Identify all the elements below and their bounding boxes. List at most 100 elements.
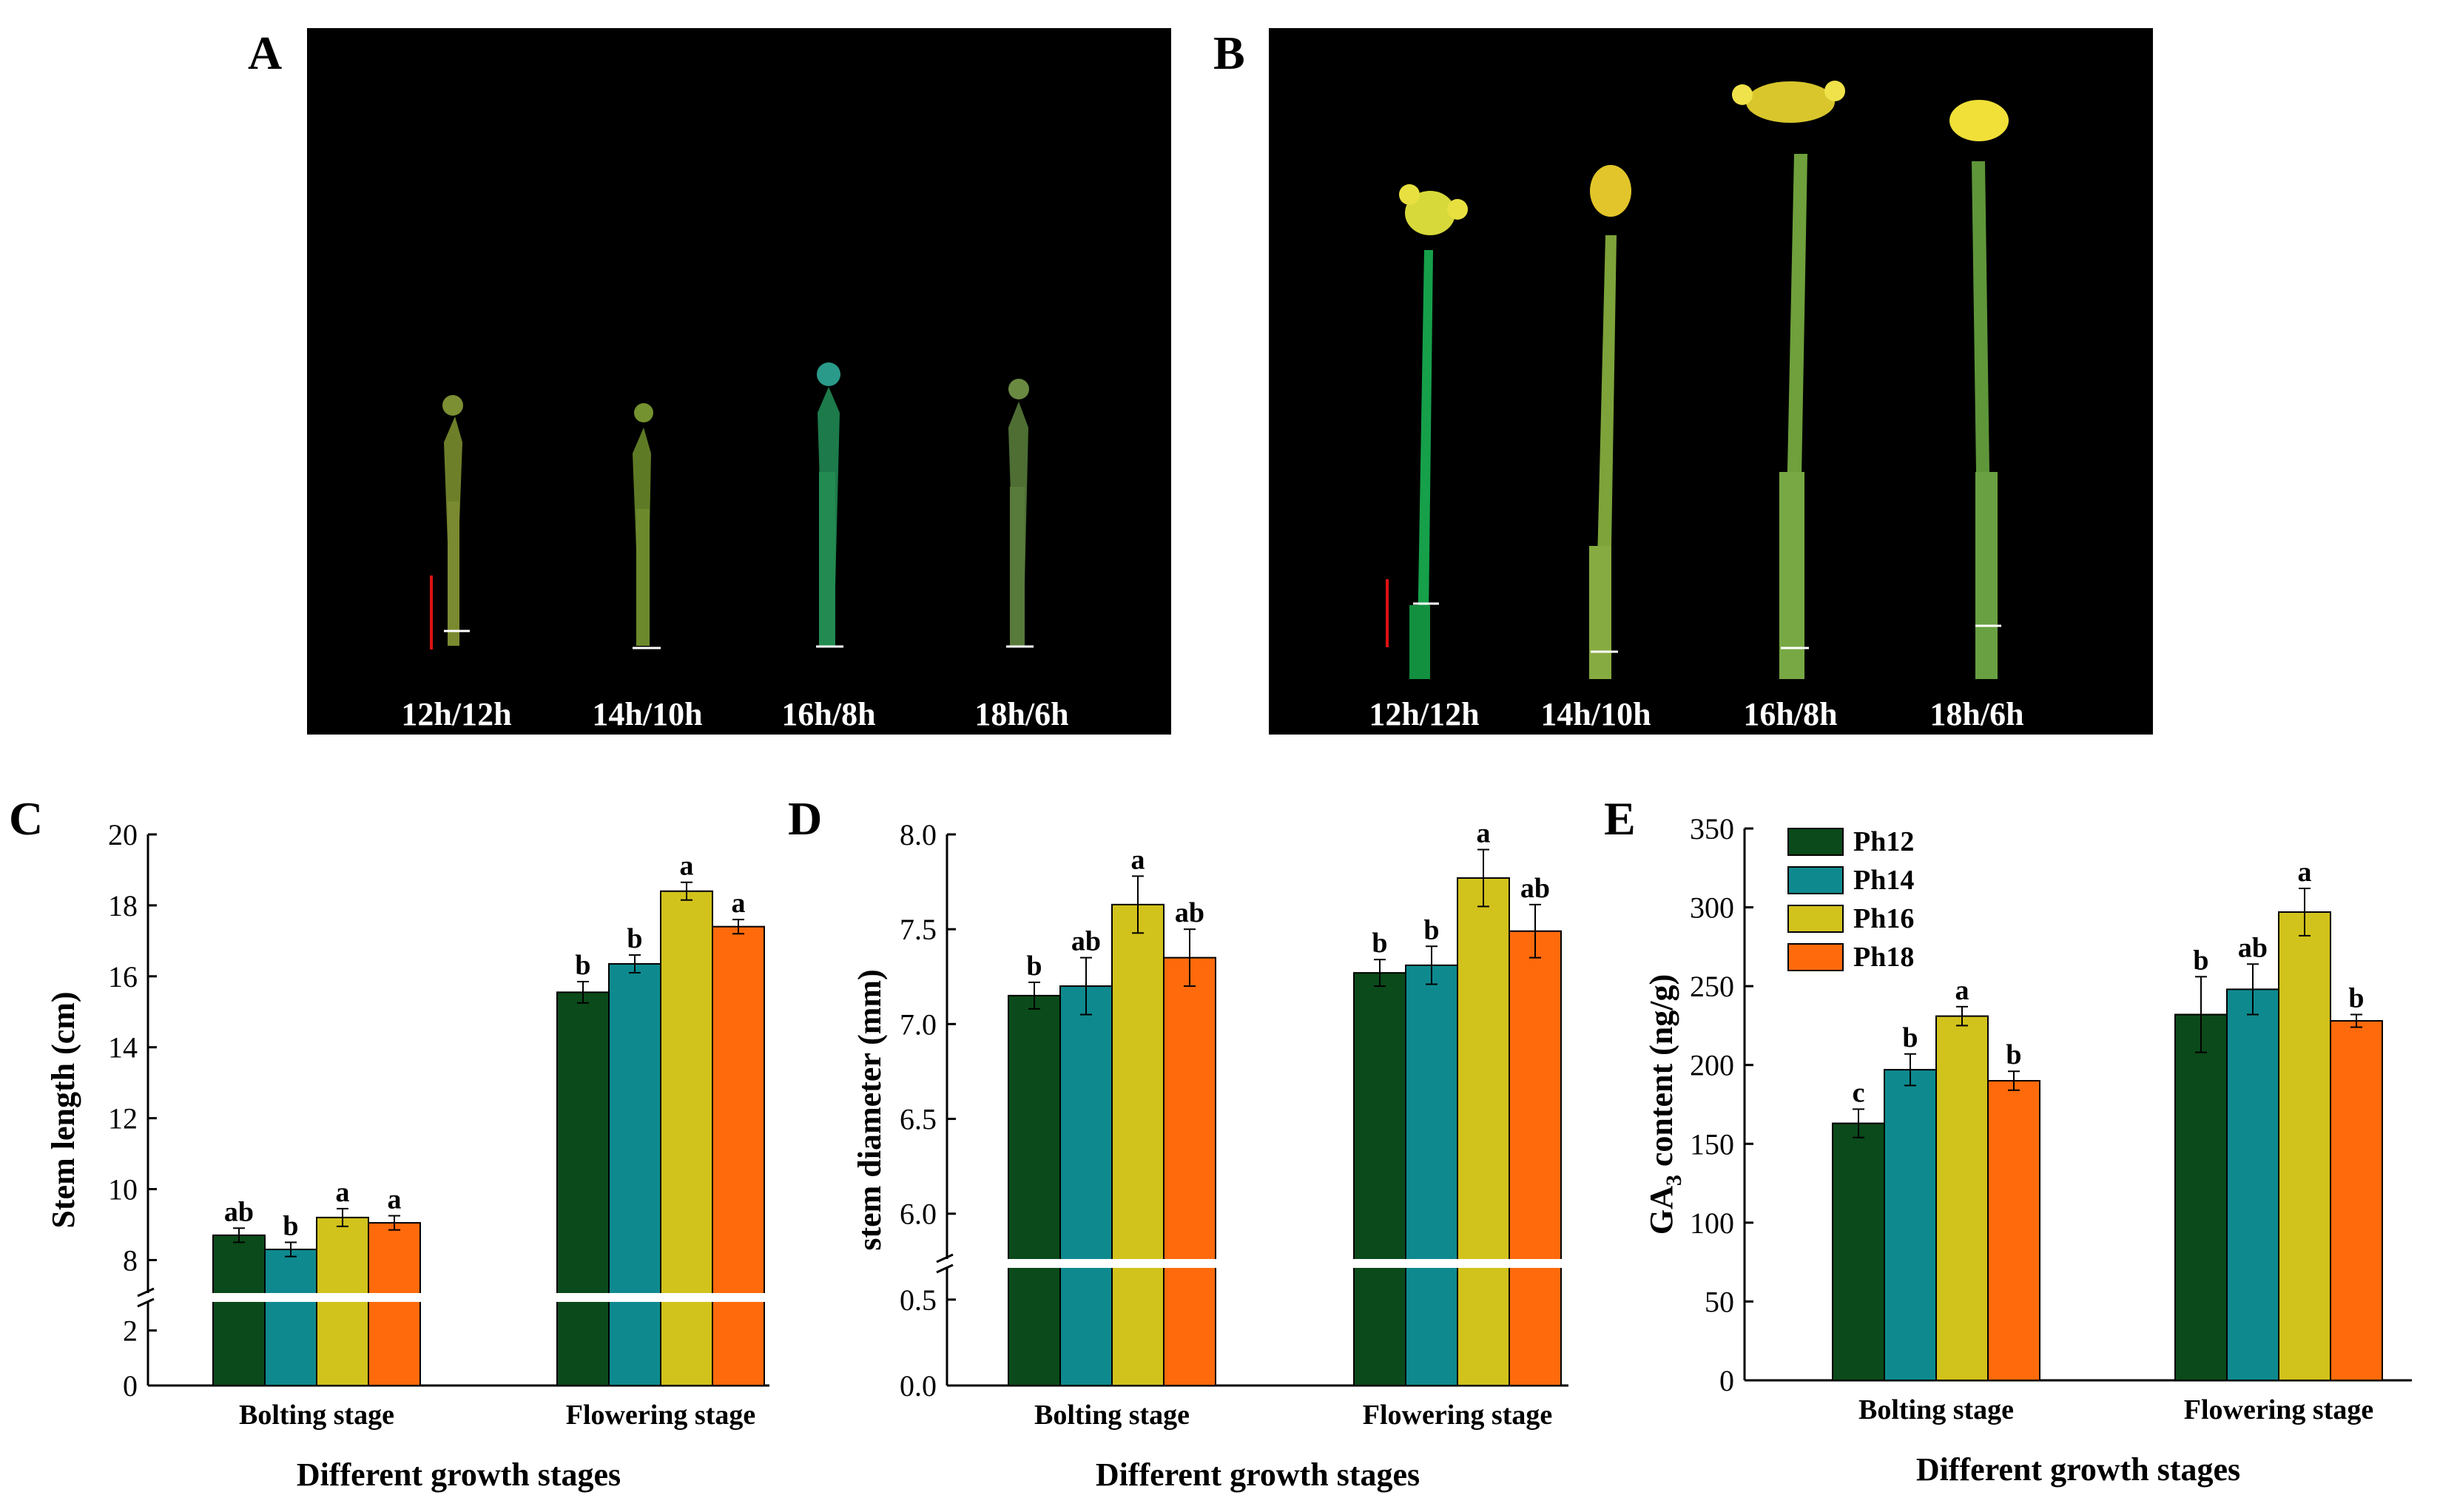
panel-a-label-1: 12h/12h bbox=[401, 696, 511, 732]
x-category-label: Bolting stage bbox=[1034, 1400, 1190, 1431]
significance-letter: b bbox=[2348, 983, 2364, 1014]
break-mark bbox=[137, 1297, 155, 1308]
panel-b-label-4: 18h/6h bbox=[1929, 696, 2023, 732]
significance-letter: ab bbox=[1071, 926, 1101, 957]
y-tick-label: 100 bbox=[1690, 1206, 1734, 1240]
y-tick-label: 6.5 bbox=[900, 1103, 937, 1136]
break-mark bbox=[137, 1287, 155, 1297]
plant-a1 bbox=[442, 395, 470, 646]
y-tick-label: 10 bbox=[108, 1173, 138, 1206]
significance-letter: ab bbox=[1520, 873, 1550, 904]
legend-swatch-ph12 bbox=[1787, 828, 1844, 856]
bar-ph12 bbox=[1008, 994, 1061, 1386]
panel-b-label-2: 14h/10h bbox=[1540, 696, 1651, 732]
legend-label-ph12: Ph12 bbox=[1853, 826, 1914, 857]
photo-panel-b: 12h/12h 14h/10h 16h/8h 18h/6h bbox=[1269, 28, 2153, 735]
y-axis-title: stem diameter (mm) bbox=[852, 969, 888, 1250]
break-mark bbox=[936, 1253, 954, 1263]
significance-letter: a bbox=[388, 1184, 402, 1215]
significance-letter: b bbox=[1423, 914, 1439, 945]
significance-letter: b bbox=[1372, 928, 1387, 959]
y-tick-label: 6.0 bbox=[900, 1198, 937, 1231]
bar-ph12 bbox=[556, 991, 610, 1386]
bar-ph14 bbox=[1405, 964, 1458, 1386]
y-tick-label: 150 bbox=[1690, 1127, 1734, 1161]
significance-letter: ab bbox=[2238, 932, 2268, 963]
bar-ph12 bbox=[1832, 1122, 1885, 1381]
bar-ph12 bbox=[212, 1234, 266, 1387]
x-category-label: Flowering stage bbox=[566, 1400, 755, 1431]
significance-letter: ab bbox=[224, 1196, 254, 1227]
bar-ph18 bbox=[1509, 930, 1562, 1386]
plant-a3 bbox=[816, 362, 843, 648]
bar-ph16 bbox=[1935, 1015, 1989, 1381]
y-tick-label: 300 bbox=[1690, 891, 1734, 925]
y-tick-label: 18 bbox=[108, 889, 138, 922]
significance-letter: b bbox=[575, 950, 590, 981]
x-category-label: Flowering stage bbox=[2184, 1394, 2373, 1425]
significance-letter: a bbox=[680, 851, 694, 882]
panel-letter-e: E bbox=[1604, 792, 1636, 845]
panel-letter-a: A bbox=[248, 27, 283, 79]
y-tick-label: 14 bbox=[108, 1031, 138, 1064]
y-tick-label: 20 bbox=[108, 818, 138, 851]
plant-b3 bbox=[1732, 81, 1845, 679]
bar-ph18 bbox=[1163, 956, 1216, 1387]
y-tick-label: 7.0 bbox=[900, 1008, 937, 1041]
significance-letter: b bbox=[2006, 1039, 2021, 1070]
y-tick-label: 0 bbox=[1719, 1364, 1734, 1397]
panel-a-label-2: 14h/10h bbox=[592, 696, 702, 732]
bar-ph16 bbox=[1111, 903, 1165, 1386]
x-axis-title: Different growth stages bbox=[1916, 1451, 2240, 1488]
break-mark bbox=[936, 1263, 954, 1274]
significance-letter: b bbox=[1902, 1022, 1918, 1053]
y-tick-label: 7.5 bbox=[900, 913, 937, 946]
x-category-label: Bolting stage bbox=[1858, 1394, 2014, 1425]
bar-ph18 bbox=[368, 1222, 421, 1387]
y-tick-label: 50 bbox=[1705, 1285, 1734, 1318]
y-axis-title: GA3 content (ng/g) bbox=[1643, 974, 1686, 1235]
significance-letter: a bbox=[2298, 857, 2312, 888]
bar-ph16 bbox=[2278, 911, 2331, 1382]
y-tick-label: 8 bbox=[123, 1243, 138, 1277]
scale-bar-icon bbox=[430, 576, 433, 649]
y-tick-label: 250 bbox=[1690, 970, 1734, 1003]
axis-break bbox=[133, 1293, 769, 1302]
significance-letter: c bbox=[1853, 1077, 1865, 1108]
legend-swatch-ph14 bbox=[1787, 866, 1844, 894]
y-tick-label: 0.5 bbox=[900, 1283, 937, 1317]
x-category-label: Bolting stage bbox=[239, 1400, 394, 1431]
y-tick-label: 8.0 bbox=[900, 818, 937, 851]
bar-ph12 bbox=[2174, 1013, 2228, 1381]
axis-break bbox=[932, 1259, 1568, 1268]
significance-letter: a bbox=[1955, 975, 1969, 1006]
panel-a-label-4: 18h/6h bbox=[974, 696, 1068, 732]
significance-letter: b bbox=[627, 923, 642, 954]
bar-ph14 bbox=[608, 963, 661, 1386]
panel-b-label-1: 12h/12h bbox=[1369, 696, 1479, 732]
plant-a4 bbox=[1006, 379, 1034, 648]
significance-letter: a bbox=[336, 1177, 350, 1208]
plant-b4 bbox=[1949, 100, 2009, 679]
legend-swatch-ph16 bbox=[1787, 905, 1844, 933]
significance-letter: ab bbox=[1175, 897, 1204, 928]
bar-ph16 bbox=[660, 890, 713, 1386]
photo-panel-a: 12h/12h 14h/10h 16h/8h 18h/6h bbox=[307, 28, 1171, 735]
significance-letter: a bbox=[1131, 844, 1145, 875]
photo-panel-a-plants: 12h/12h 14h/10h 16h/8h 18h/6h bbox=[401, 362, 1069, 732]
y-tick-label: 16 bbox=[108, 960, 138, 993]
panel-a-label-3: 16h/8h bbox=[781, 696, 875, 732]
legend-label-ph14: Ph14 bbox=[1853, 865, 1914, 896]
bar-ph14 bbox=[2226, 988, 2279, 1381]
panel-letter-b: B bbox=[1213, 27, 1245, 79]
significance-letter: b bbox=[1026, 951, 1042, 982]
y-axis-title: Stem length (cm) bbox=[45, 991, 81, 1228]
scale-bar-icon bbox=[1386, 579, 1389, 647]
plant-b2 bbox=[1589, 165, 1631, 679]
y-tick-label: 200 bbox=[1690, 1049, 1734, 1082]
panel-letter-d: D bbox=[788, 792, 823, 845]
plant-b1 bbox=[1399, 184, 1468, 679]
y-tick-label: 12 bbox=[108, 1102, 138, 1135]
